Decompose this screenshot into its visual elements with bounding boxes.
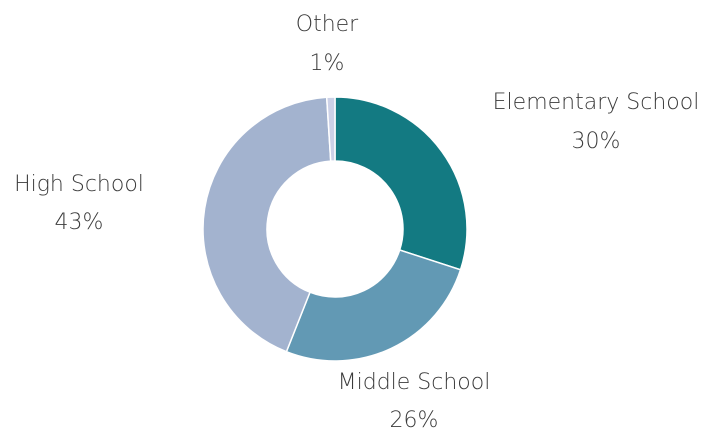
donut-slice-high-school [202,96,332,353]
slice-label-percent-elementary-school: 30% [572,129,621,154]
donut-slices [202,96,468,362]
donut-slice-middle-school [285,249,462,362]
slice-label-percent-middle-school: 26% [390,408,439,429]
slice-label-percent-high-school: 43% [55,210,104,235]
donut-slice-other [325,96,336,162]
slice-label-percent-other: 1% [310,51,345,76]
slice-label-name-middle-school: Middle School [338,370,491,395]
slice-label-name-high-school: High School [14,172,144,197]
slice-label-name-elementary-school: Elementary School [493,90,700,115]
slice-label-name-other: Other [296,12,359,37]
donut-slice-elementary-school [334,96,468,271]
